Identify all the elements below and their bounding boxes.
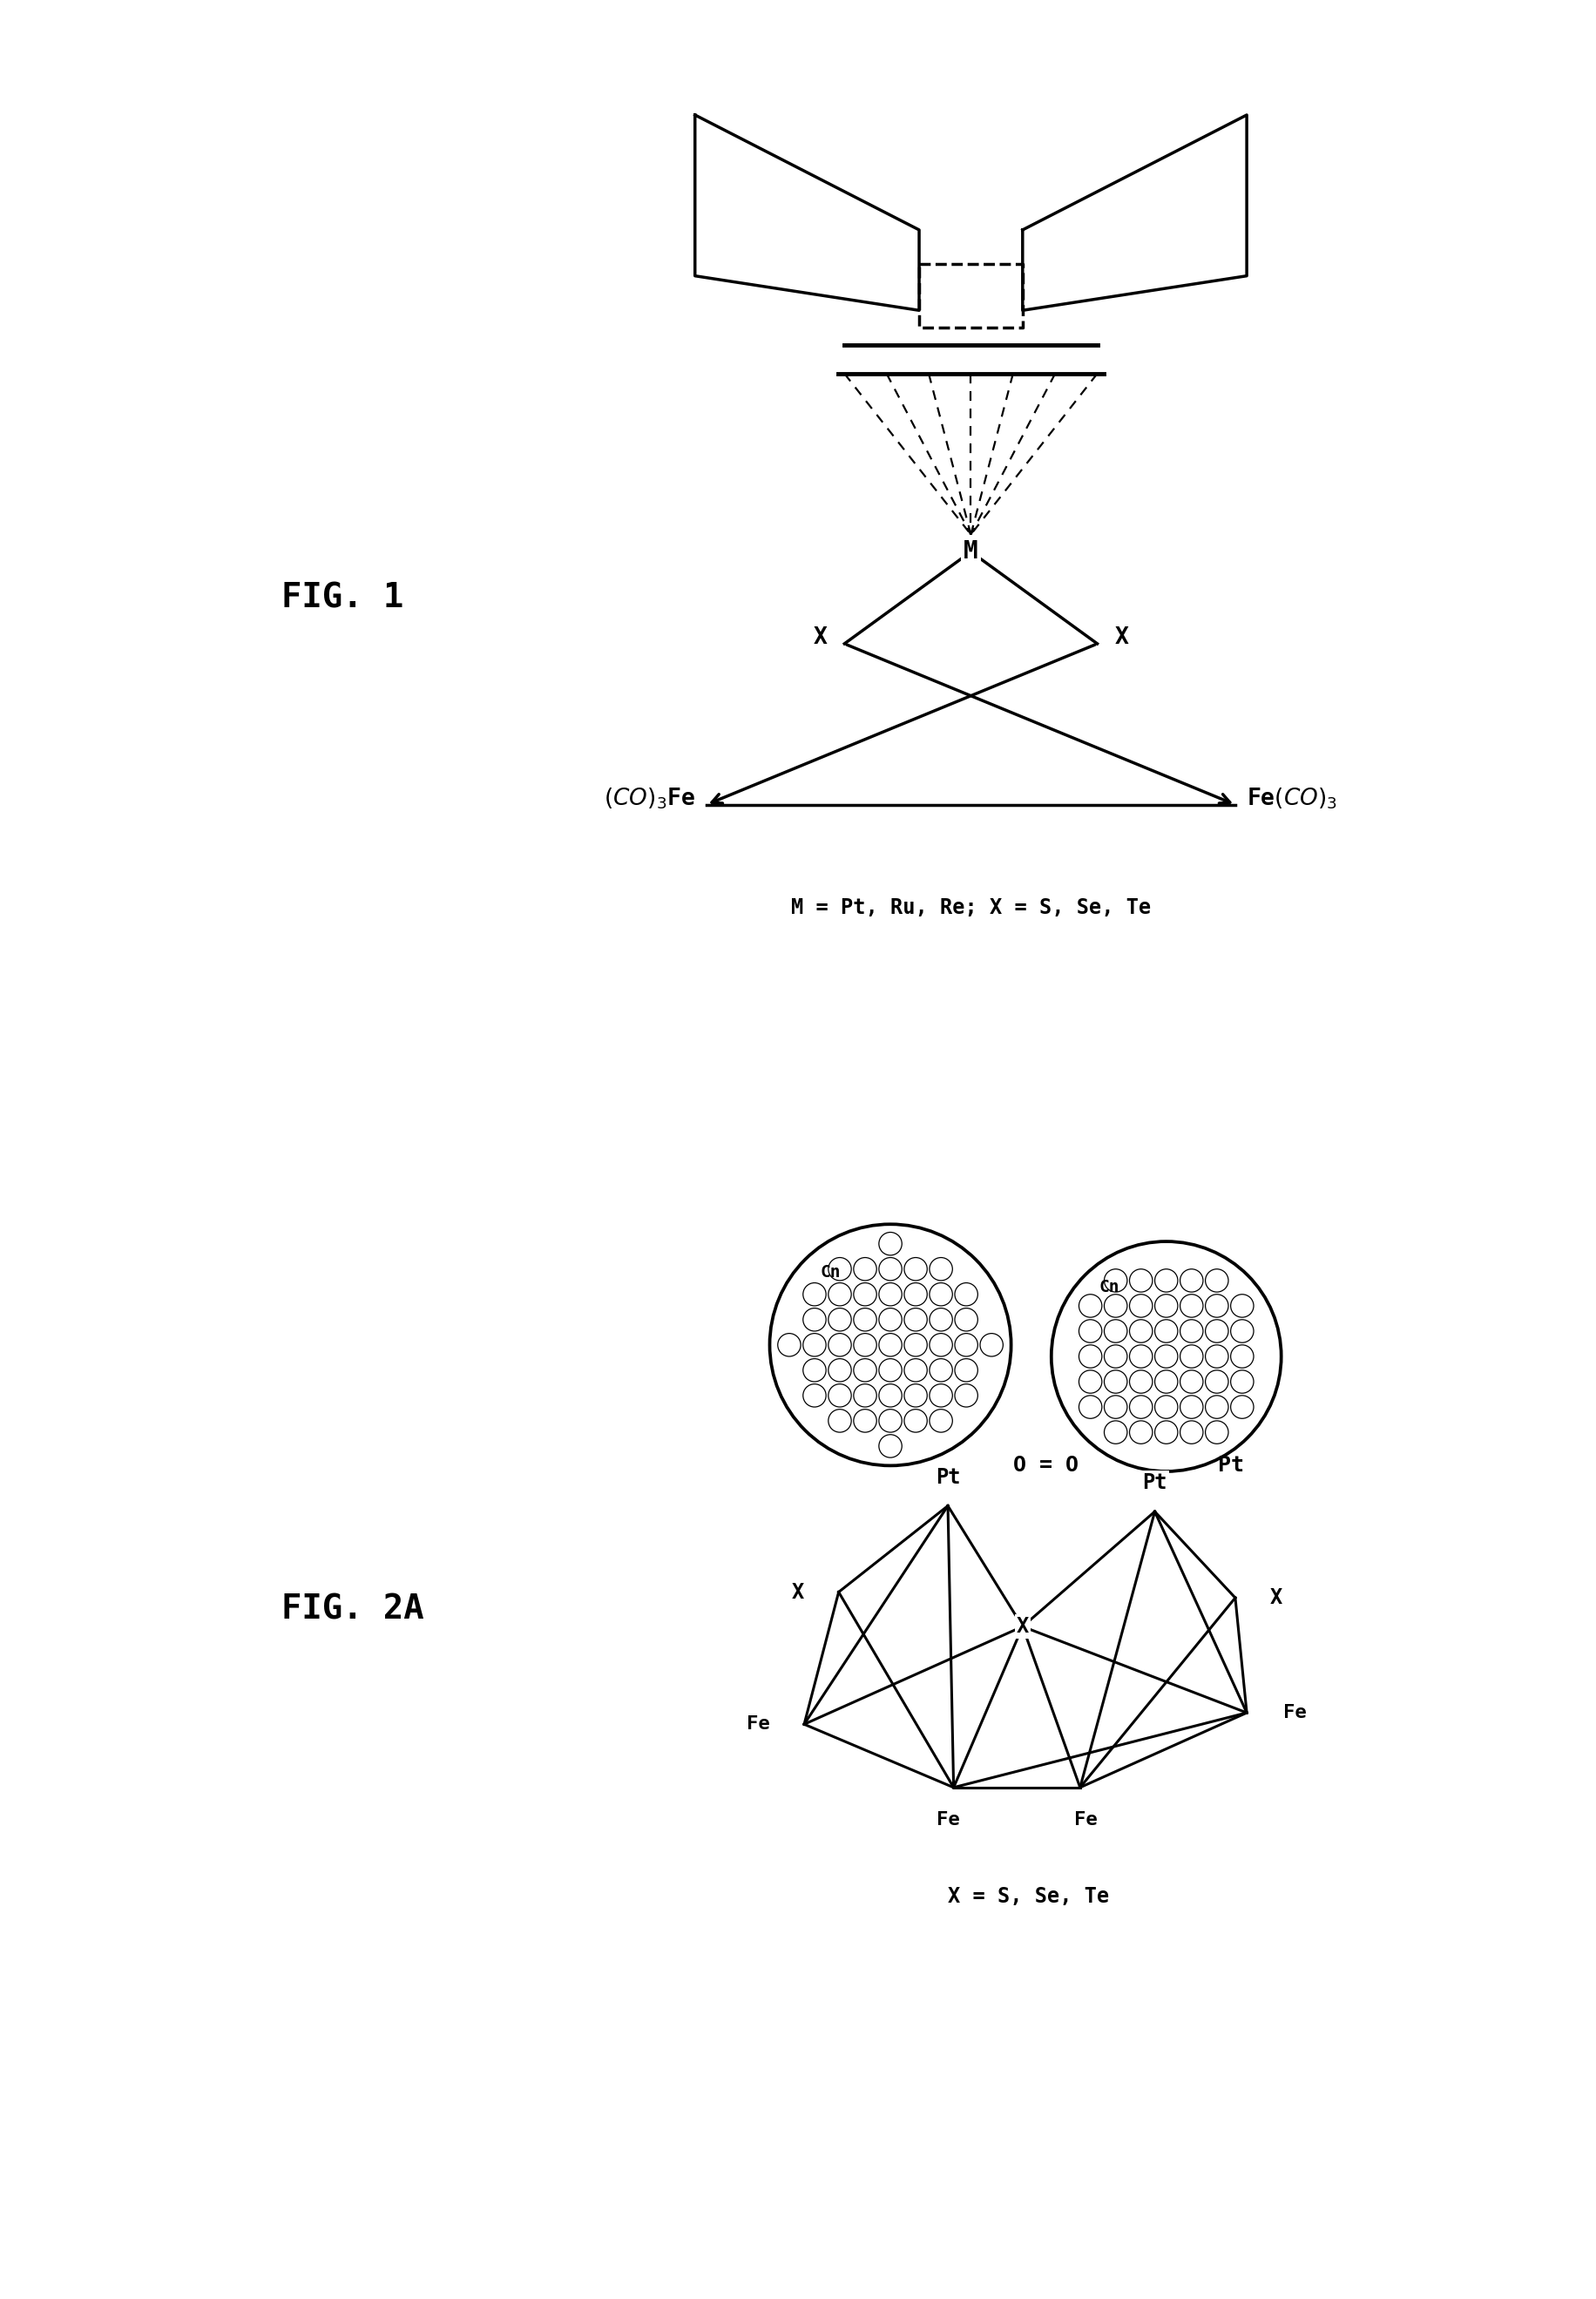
Text: Fe: Fe [935,1812,959,1828]
Text: Fe: Fe [1283,1704,1306,1722]
Text: Fe$(CO)_3$: Fe$(CO)_3$ [1246,786,1336,812]
Text: X: X [812,628,827,648]
Text: Fe: Fe [1074,1812,1096,1828]
Text: X: X [1015,1616,1028,1637]
Text: Pt: Pt [1141,1471,1167,1494]
Text: X: X [1269,1586,1282,1609]
Text: M: M [962,540,978,563]
Text: Pt: Pt [1218,1455,1243,1476]
Text: FIG. 2A: FIG. 2A [281,1593,423,1625]
Text: Fe: Fe [745,1715,769,1733]
Text: Cn: Cn [1098,1278,1119,1297]
Text: X = S, Se, Te: X = S, Se, Te [946,1885,1109,1908]
Text: O = O: O = O [1012,1455,1077,1476]
Text: Cn: Cn [819,1264,839,1281]
Text: Pt: Pt [935,1467,959,1487]
Text: X: X [1114,628,1128,648]
Text: M = Pt, Ru, Re; X = S, Se, Te: M = Pt, Ru, Re; X = S, Se, Te [790,897,1151,920]
Text: X: X [792,1582,804,1602]
Text: $(CO)_3$Fe: $(CO)_3$Fe [603,786,694,812]
Text: FIG. 1: FIG. 1 [281,582,404,614]
